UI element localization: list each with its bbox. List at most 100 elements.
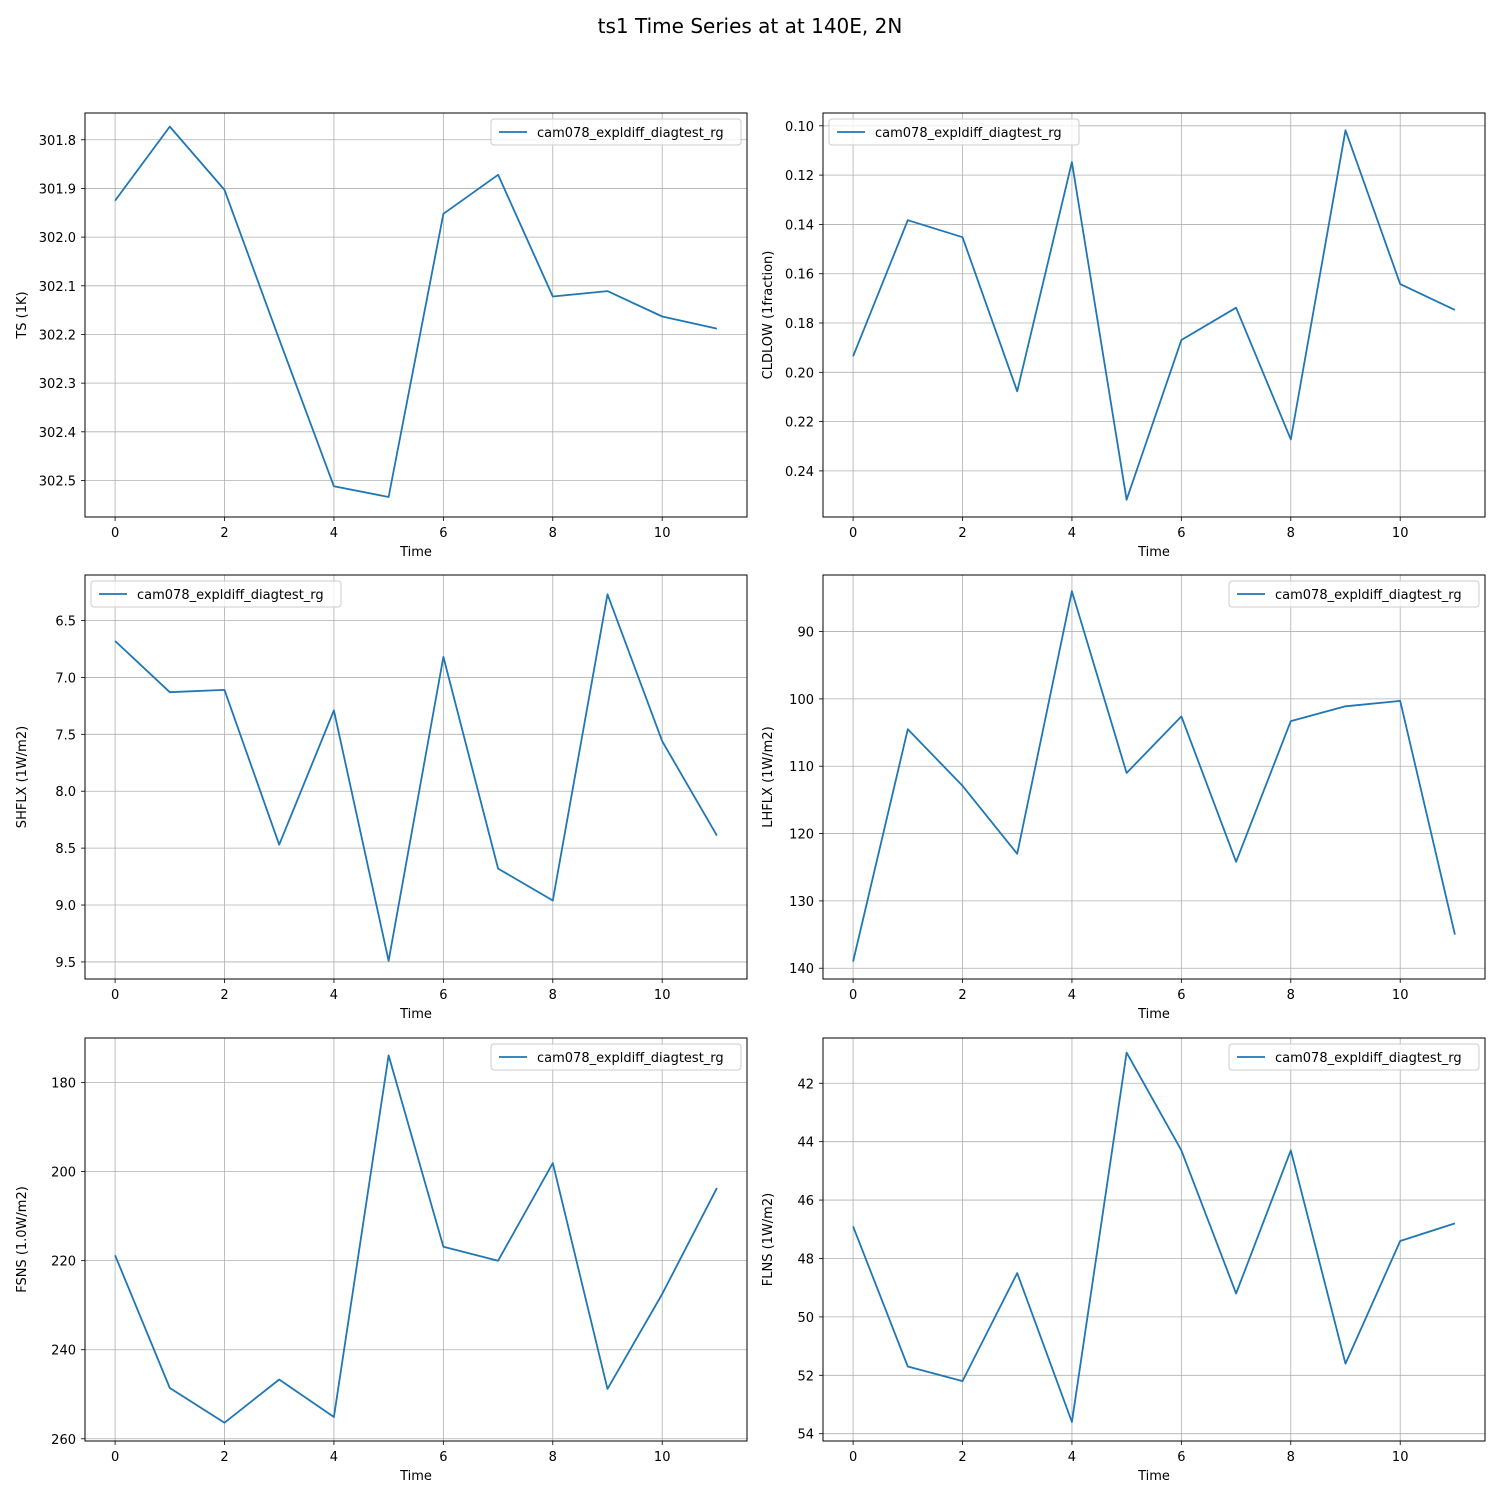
legend-label: cam078_expldiff_diagtest_rg [1275, 1051, 1462, 1066]
y-tick-label: 8.0 [55, 785, 76, 800]
legend: cam078_expldiff_diagtest_rg [490, 1043, 742, 1071]
y-tick-label: 52 [797, 1369, 814, 1384]
x-tick-label: 8 [549, 1450, 557, 1465]
y-tick-label: 240 [51, 1344, 76, 1359]
x-tick-label: 10 [654, 526, 671, 541]
x-tick-label: 2 [958, 988, 966, 1003]
x-tick-label: 10 [1392, 1450, 1409, 1465]
x-tick-label: 6 [439, 988, 447, 1003]
y-tick-label: 6.5 [55, 615, 76, 630]
x-tick-label: 0 [111, 526, 119, 541]
y-tick-label: 50 [797, 1311, 814, 1326]
x-tick-label: 6 [439, 1450, 447, 1465]
x-tick-label: 4 [1068, 526, 1076, 541]
y-tick-label: 0.10 [785, 120, 814, 135]
x-tick-label: 2 [958, 526, 966, 541]
y-tick-label: 9.5 [55, 956, 76, 971]
legend-label: cam078_expldiff_diagtest_rg [875, 126, 1062, 141]
series-line-1 [852, 1051, 1456, 1423]
y-tick-label: 54 [797, 1428, 814, 1443]
legend: cam078_expldiff_diagtest_rg [1228, 1043, 1480, 1071]
legend: cam078_expldiff_diagtest_rg [828, 118, 1080, 146]
x-axis-label: Time [1137, 1469, 1170, 1484]
x-axis-label: Time [1137, 1007, 1170, 1022]
y-axis-label: FLNS (1W/m2) [761, 1193, 776, 1286]
x-tick-label: 0 [849, 526, 857, 541]
x-tick-label: 10 [1392, 526, 1409, 541]
legend-box [90, 580, 342, 608]
x-axis-label: Time [399, 1469, 432, 1484]
y-tick-label: 130 [789, 895, 814, 910]
axes-frame [822, 1037, 1486, 1442]
x-tick-label: 2 [220, 526, 228, 541]
series-line-1 [114, 1054, 718, 1424]
axes-frame [84, 112, 748, 518]
y-axis-label: CLDLOW (1fraction) [761, 251, 776, 380]
y-tick-label: 0.20 [785, 366, 814, 381]
y-tick-label: 260 [51, 1433, 76, 1448]
y-tick-label: 220 [51, 1255, 76, 1270]
y-tick-label: 0.22 [785, 416, 814, 431]
x-tick-label: 10 [654, 1450, 671, 1465]
y-tick-label: 7.0 [55, 671, 76, 686]
x-axis-label: Time [399, 545, 432, 560]
y-tick-label: 301.8 [39, 134, 76, 149]
x-tick-label: 2 [220, 1450, 228, 1465]
x-tick-label: 6 [1177, 988, 1185, 1003]
y-tick-label: 8.5 [55, 842, 76, 857]
y-tick-label: 44 [797, 1136, 814, 1151]
y-tick-label: 302.5 [39, 474, 76, 489]
y-tick-label: 90 [797, 626, 814, 641]
axes-frame [822, 574, 1486, 980]
x-tick-label: 4 [330, 1450, 338, 1465]
x-tick-label: 8 [1287, 526, 1295, 541]
subplot-5: 0 2 4 6 8 10 180 200 220 240 260 Time FSNS (1.0W/m2)… [15, 1037, 748, 1484]
legend-label: cam078_expldiff_diagtest_rg [537, 126, 724, 141]
legend-box [828, 118, 1080, 146]
x-tick-label: 6 [439, 526, 447, 541]
legend-label: cam078_expldiff_diagtest_rg [1275, 588, 1462, 603]
x-tick-label: 4 [1068, 1450, 1076, 1465]
x-tick-label: 4 [1068, 988, 1076, 1003]
y-tick-label: 120 [789, 828, 814, 843]
x-tick-label: 6 [1177, 526, 1185, 541]
y-tick-label: 302.2 [39, 328, 76, 343]
y-tick-label: 302.3 [39, 377, 76, 392]
y-axis-label: SHFLX (1W/m2) [15, 726, 30, 828]
x-tick-label: 6 [1177, 1450, 1185, 1465]
y-tick-label: 110 [789, 760, 814, 775]
y-tick-label: 0.16 [785, 268, 814, 283]
y-tick-label: 100 [789, 693, 814, 708]
y-axis-label: LHFLX (1W/m2) [761, 726, 776, 827]
y-tick-label: 46 [797, 1194, 814, 1209]
y-tick-label: 7.5 [55, 728, 76, 743]
x-tick-label: 2 [958, 1450, 966, 1465]
y-tick-label: 302.0 [39, 231, 76, 246]
x-tick-label: 2 [220, 988, 228, 1003]
y-axis-label: TS (1K) [15, 291, 30, 339]
y-tick-label: 0.18 [785, 317, 814, 332]
x-tick-label: 4 [330, 526, 338, 541]
series-line-1 [114, 593, 718, 962]
legend-box [1228, 580, 1480, 608]
x-tick-label: 8 [1287, 1450, 1295, 1465]
legend-label: cam078_expldiff_diagtest_rg [537, 1051, 724, 1066]
x-tick-label: 8 [549, 526, 557, 541]
legend-box [490, 118, 742, 146]
y-tick-label: 9.0 [55, 899, 76, 914]
legend: cam078_expldiff_diagtest_rg [490, 118, 742, 146]
series-line-1 [852, 129, 1456, 501]
subplot-4: 0 2 4 6 8 10 90 100 110 120 130 140 Time LHFLX (1W/m2… [761, 574, 1486, 1022]
series-line-1 [852, 590, 1456, 962]
x-axis-label: Time [1137, 545, 1170, 560]
y-tick-label: 0.14 [785, 218, 814, 233]
axes-frame [84, 574, 748, 980]
x-tick-label: 10 [1392, 988, 1409, 1003]
y-tick-label: 200 [51, 1166, 76, 1181]
x-tick-label: 8 [1287, 988, 1295, 1003]
y-tick-label: 0.12 [785, 169, 814, 184]
legend-box [490, 1043, 742, 1071]
